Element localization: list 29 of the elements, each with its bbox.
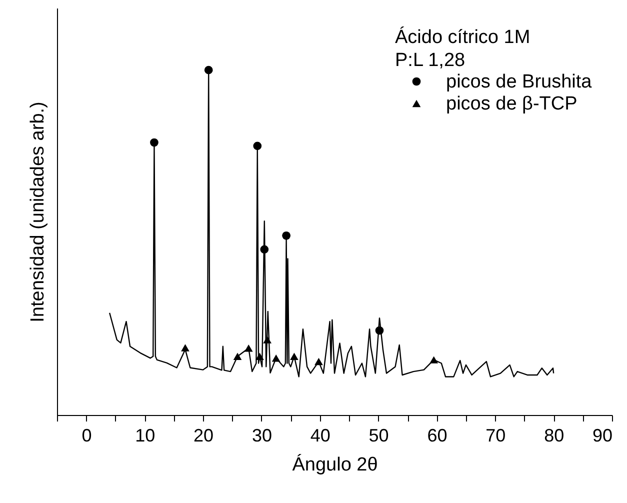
point [181,344,190,352]
point [204,66,213,74]
point [272,354,280,362]
legend-label: picos de β-TCP [446,94,578,114]
point [375,326,384,335]
point [253,142,262,150]
point [314,358,323,366]
x-tick-label: 90 [592,426,612,446]
point [263,336,272,344]
legend-label: picos de Brushita [446,72,592,92]
point [233,352,242,360]
x-tick-label: 0 [82,426,92,446]
point [430,356,438,364]
point [244,344,253,352]
point [256,352,264,360]
x-tick-label: 80 [544,426,564,446]
point [282,231,290,240]
x-tick-label: 70 [486,426,506,446]
x-tick-label: 60 [427,426,448,446]
x-tick-label: 30 [252,426,272,446]
point [290,352,298,360]
point [260,245,269,254]
x-tick-label: 40 [310,426,330,446]
x-axis-title: Ángulo 2θ [292,454,378,476]
x-tick-label: 50 [368,426,389,446]
point [150,138,158,147]
x-tick-label: 20 [194,426,214,446]
y-axis-title: Intensidad (unidades arb.) [28,102,48,322]
x-tick-label: 10 [135,426,156,446]
